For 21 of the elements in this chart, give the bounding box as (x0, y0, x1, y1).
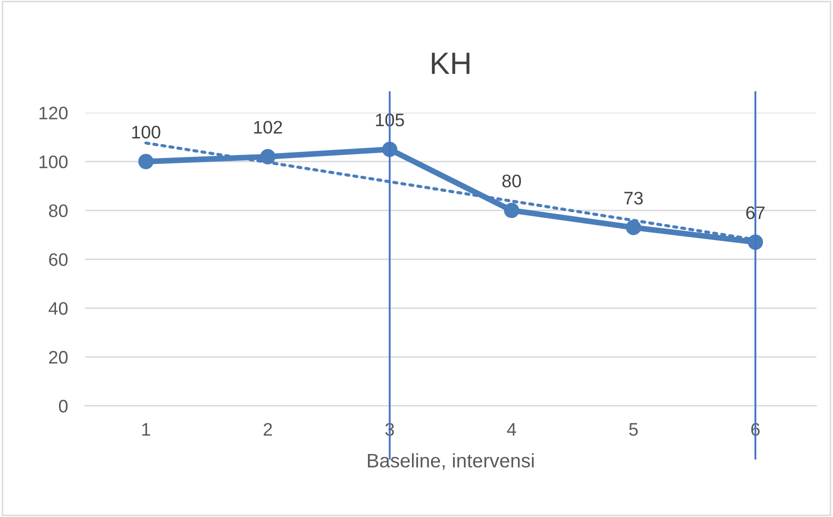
y-tick-label: 60 (49, 253, 68, 266)
data-label: 100 (132, 126, 160, 139)
point (260, 149, 276, 164)
x-tick-label: 1 (142, 423, 150, 436)
y-tick-label: 40 (48, 302, 68, 315)
x-tick-label: 4 (506, 423, 516, 436)
x-tick-label: 5 (629, 423, 638, 436)
y-tick-label: 80 (49, 204, 68, 218)
y-tick-label: 20 (49, 350, 68, 364)
y-tick-label: 100 (40, 155, 68, 168)
point (138, 154, 154, 170)
x-tick-label: 2 (264, 422, 272, 436)
data-label: 102 (254, 120, 282, 134)
point (626, 220, 642, 236)
data-label: 73 (624, 192, 643, 205)
y-tick-label: 0 (58, 400, 68, 413)
data-label: 80 (502, 174, 521, 188)
y-tick-label: 120 (40, 106, 68, 120)
chart-title: KH (432, 52, 470, 74)
point (504, 202, 520, 218)
x-axis-title: Baseline, intervensi (368, 453, 534, 470)
